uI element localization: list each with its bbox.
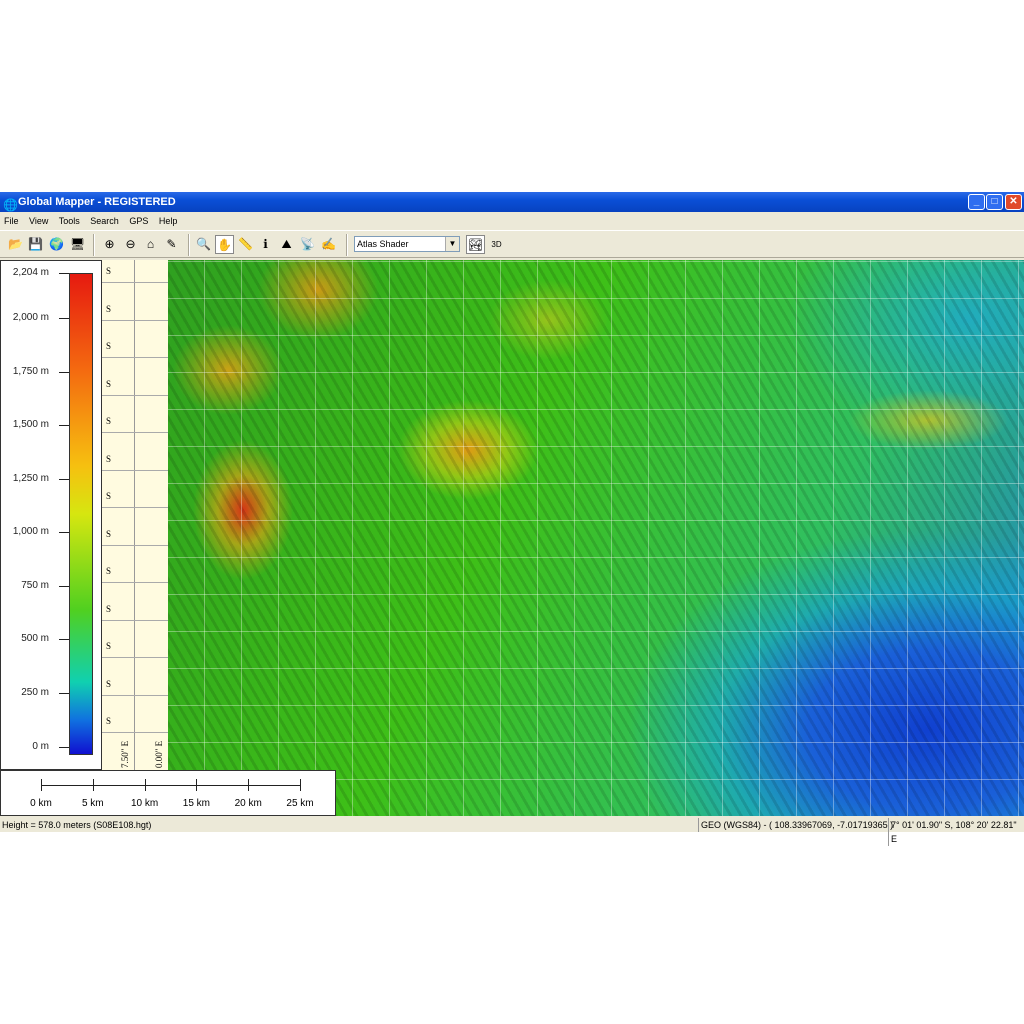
scale-tick [248, 779, 250, 791]
legend-label: 0 m [32, 741, 49, 752]
globe-app-icon: 🌐 [3, 198, 18, 212]
legend-tick [59, 479, 69, 480]
scale-bar: 0 km 5 km 10 km 15 km 20 km 25 km [0, 770, 336, 816]
legend-tick [59, 273, 69, 274]
legend-label: 250 m [21, 687, 49, 698]
draw-icon[interactable]: ✍ [321, 237, 336, 251]
legend-tick [59, 639, 69, 640]
status-bar: Height = 578.0 meters (S08E108.hgt) GEO … [0, 818, 1024, 846]
path-profile-icon[interactable]: ⛰ [281, 237, 292, 251]
elevation-legend: 2,204 m 2,000 m 1,750 m 1,500 m 1,250 m 1,000… [0, 260, 102, 770]
latitude-label: S [106, 416, 112, 426]
longitude-label: 0.00" E [154, 740, 164, 768]
latitude-label: S [106, 566, 112, 576]
chevron-down-icon[interactable]: ▼ [445, 237, 459, 251]
toolbar: 📂 💾 🌍 🖥 ⊕ ⊖ ⌂ ✎ 🔍 ✋ 📏 ℹ ⛰ 📡 ✍ Atlas Shad… [0, 230, 1024, 258]
measure-ruler-icon[interactable]: 📏 [238, 237, 253, 251]
scale-tick [196, 779, 198, 791]
pan-hand-icon[interactable]: ✋ [215, 235, 234, 254]
minimize-button[interactable]: _ [968, 194, 985, 210]
latitude-label: S [106, 378, 112, 389]
global-mapper-window: 🌐 Global Mapper - REGISTERED _ □ ✕ File … [0, 192, 1024, 846]
longitude-label: 7.50" E [120, 740, 130, 768]
window-title: Global Mapper - REGISTERED [18, 196, 176, 208]
maximize-button[interactable]: □ [986, 194, 1003, 210]
view-shed-icon[interactable]: 📡 [300, 237, 315, 251]
legend-label: 750 m [21, 580, 49, 591]
3d-view-button[interactable]: 3D [491, 240, 502, 249]
legend-tick [59, 747, 69, 748]
scale-label: 10 km [130, 798, 159, 809]
menu-gps[interactable]: GPS [129, 216, 149, 226]
latitude-label: S [106, 678, 112, 689]
globe-icon[interactable]: 🌍 [49, 237, 64, 251]
legend-tick [59, 532, 69, 533]
elevation-map-canvas[interactable] [168, 260, 1024, 816]
latitude-label-strip: S S S S S S S S S S S S S 7.50" E 0.00" E [102, 260, 168, 816]
digitizer-icon[interactable]: ✎ [166, 237, 177, 251]
latitude-label: S [106, 341, 112, 351]
scale-label: 25 km [286, 798, 314, 809]
scale-tick [144, 779, 146, 791]
latitude-label: S [106, 491, 112, 501]
menu-search[interactable]: Search [90, 216, 119, 226]
scale-label: 15 km [182, 798, 211, 809]
2d-view-icon[interactable]: 🏞 [466, 235, 485, 254]
legend-tick [59, 586, 69, 587]
legend-label: 500 m [21, 633, 49, 644]
title-bar: 🌐 Global Mapper - REGISTERED _ □ ✕ [0, 192, 1024, 212]
feature-info-icon[interactable]: ℹ [263, 237, 268, 251]
legend-tick [59, 372, 69, 373]
legend-tick [59, 693, 69, 694]
status-height: Height = 578.0 meters (S08E108.hgt) [2, 820, 152, 830]
zoom-in-icon[interactable]: ⊕ [104, 237, 115, 251]
zoom-out-icon[interactable]: ⊖ [125, 237, 136, 251]
scale-tick [41, 779, 42, 791]
shader-value: Atlas Shader [357, 239, 409, 249]
latitude-label: S [106, 716, 112, 726]
menu-help[interactable]: Help [158, 216, 178, 226]
save-icon[interactable]: 💾 [28, 237, 43, 251]
status-projection: GEO (WGS84) - ( 108.33967069, -7.0171936… [698, 818, 893, 832]
latitude-label: S [106, 528, 112, 539]
scale-tick [300, 779, 301, 791]
home-icon[interactable]: ⌂ [146, 237, 155, 251]
close-button[interactable]: ✕ [1005, 194, 1022, 210]
scale-label: 20 km [234, 798, 262, 809]
menu-view[interactable]: View [29, 216, 49, 226]
latitude-label: S [106, 266, 112, 276]
legend-label: 2,204 m [12, 267, 49, 278]
legend-label: 1,250 m [12, 473, 49, 484]
shader-select[interactable]: Atlas Shader ▼ [354, 236, 460, 252]
legend-label: 1,500 m [12, 419, 49, 430]
menu-bar: File View Tools Search GPS Help [0, 212, 1024, 230]
export-icon[interactable]: 🖥 [69, 237, 86, 251]
latitude-label: S [106, 453, 112, 464]
scale-label: 0 km [30, 798, 52, 809]
color-ramp [69, 273, 93, 755]
legend-tick [59, 318, 69, 319]
latitude-label: S [106, 603, 112, 614]
legend-label: 1,750 m [12, 366, 49, 377]
open-folder-icon[interactable]: 📂 [8, 237, 23, 251]
menu-tools[interactable]: Tools [58, 216, 80, 226]
zoom-tool-icon[interactable]: 🔍 [196, 237, 211, 251]
scale-label: 5 km [81, 798, 104, 809]
latitude-label: S [106, 303, 112, 314]
latitude-label: S [106, 641, 112, 651]
legend-label: 1,000 m [12, 526, 49, 537]
scale-tick [92, 779, 94, 791]
legend-label: 2,000 m [12, 312, 49, 323]
status-coordinates: 7° 01' 01.90" S, 108° 20' 22.81" E [888, 818, 1024, 846]
menu-file[interactable]: File [4, 216, 19, 226]
legend-tick [59, 425, 69, 426]
